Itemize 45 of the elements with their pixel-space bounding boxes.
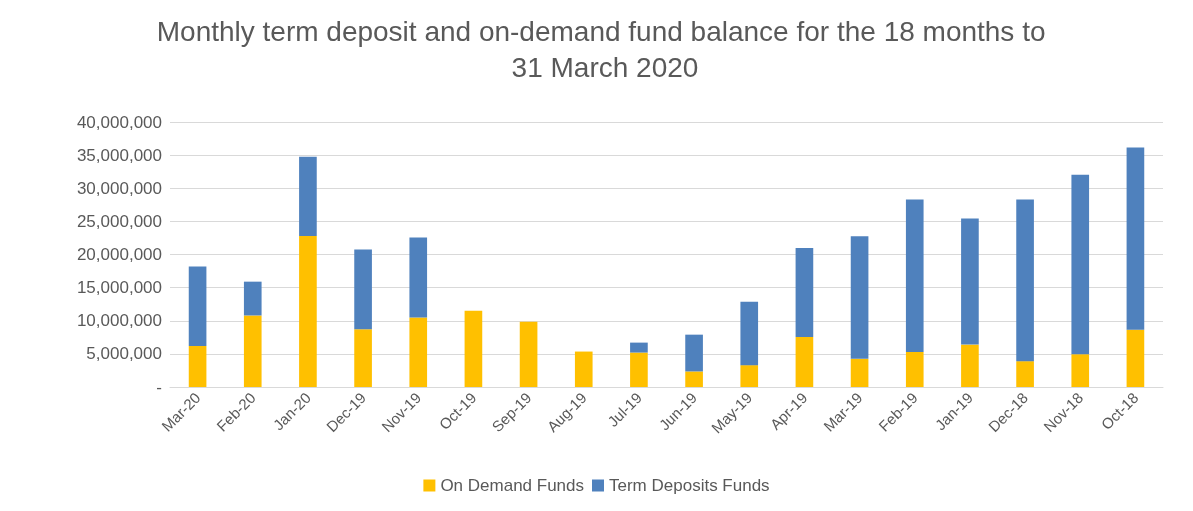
bar [354, 249, 372, 330]
bar [850, 358, 869, 387]
bar [961, 344, 979, 387]
bar [630, 342, 648, 353]
bar [1126, 147, 1145, 330]
bar [961, 218, 979, 345]
y-tick-label: 40,000,000 [76, 112, 162, 132]
bar [1071, 174, 1090, 355]
bar [905, 351, 924, 387]
bar [685, 371, 703, 387]
bar [1126, 329, 1145, 387]
bar [850, 236, 869, 359]
legend-label: On Demand Funds [440, 476, 585, 495]
y-tick-label: 5,000,000 [86, 344, 162, 364]
y-tick-label: 35,000,000 [76, 145, 162, 165]
bar [740, 365, 759, 387]
bar [795, 336, 814, 387]
bar [519, 321, 538, 387]
y-tick-label: 30,000,000 [76, 178, 162, 198]
chart-title: Monthly term deposit and on-demand fund balance for the 18 months to 31 March 2020 [156, 15, 1054, 83]
bar [299, 156, 317, 236]
bar [299, 235, 317, 387]
bar [188, 266, 207, 346]
bar [795, 247, 814, 337]
y-tick-label: 15,000,000 [76, 278, 162, 298]
y-tick-label: - [156, 377, 162, 397]
bar [740, 301, 759, 366]
y-tick-label: 20,000,000 [76, 245, 162, 264]
bar [574, 351, 593, 387]
bar [630, 352, 648, 387]
bar [1016, 199, 1034, 362]
bar [1016, 361, 1034, 387]
bar [354, 329, 372, 387]
bar [464, 310, 483, 387]
y-tick-label: 10,000,000 [76, 311, 162, 331]
bar [409, 237, 428, 318]
y-tick-label: 25,000,000 [76, 211, 162, 231]
legend-label: Term Deposits Funds [609, 476, 770, 495]
bar [188, 345, 207, 387]
bar [1071, 354, 1090, 387]
bar [243, 281, 262, 316]
bar [409, 317, 428, 387]
bar [243, 315, 262, 387]
bar [685, 334, 703, 372]
bar [905, 199, 924, 352]
